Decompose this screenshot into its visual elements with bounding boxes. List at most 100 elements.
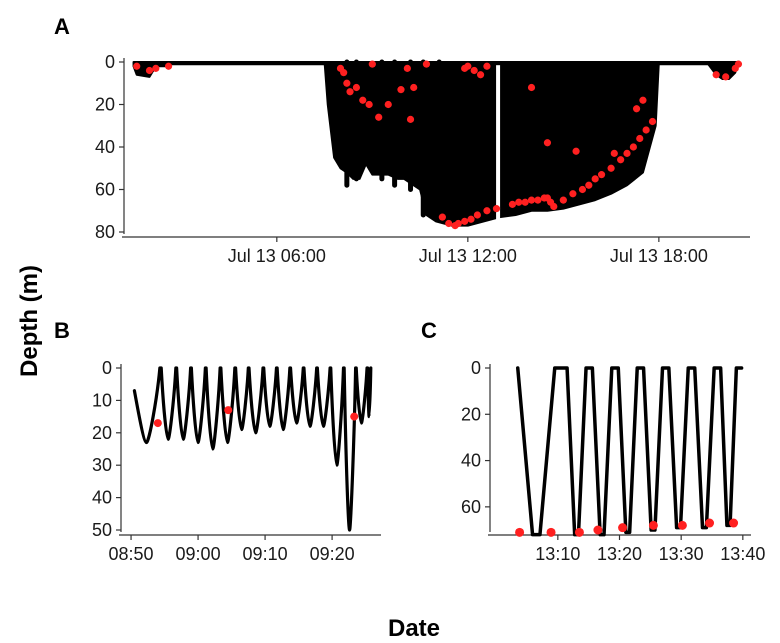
panel-b-point <box>224 406 233 415</box>
panel-c-x-tick-label: 13:40 <box>720 544 765 564</box>
panel-a-point <box>483 62 491 70</box>
panel-a-point <box>515 198 523 206</box>
panel-b-x-tick-label: 08:50 <box>109 544 154 564</box>
panel-b-y-tick-label: 20 <box>92 423 112 443</box>
panel-a-point <box>521 198 529 206</box>
panel-a-point <box>617 156 625 164</box>
panel-a-point <box>410 83 418 92</box>
panel-a-point <box>476 71 485 79</box>
panel-c-y-tick-label: 0 <box>471 358 481 378</box>
panel-a-point <box>559 196 567 204</box>
panel-a-point <box>384 100 392 109</box>
y-axis-title: Depth (m) <box>16 265 43 377</box>
panel-a-point <box>578 185 587 194</box>
panel-a-point <box>648 117 657 126</box>
panel-a-point <box>445 219 453 228</box>
panel-a-point <box>422 60 431 68</box>
panel-c-point <box>729 518 739 528</box>
panel-a-point <box>508 200 517 208</box>
panel-b-y-tick-label: 0 <box>102 358 112 378</box>
panel-a-point <box>534 196 542 204</box>
panel-b-depth-trace <box>132 366 373 532</box>
panel-c-point <box>618 523 628 533</box>
panel-a-point <box>470 66 478 75</box>
panel-b-point <box>350 412 359 421</box>
panel-a-point <box>152 64 160 72</box>
panel-b-y-tick-label: 10 <box>92 390 112 410</box>
panel-c-x-tick-label: 13:10 <box>535 544 580 564</box>
panel-a-point <box>636 134 644 143</box>
panel-c-point <box>515 527 525 537</box>
panel-a-point <box>375 113 383 121</box>
panel-c-x-tick-label: 13:30 <box>659 544 704 564</box>
panel-a-point <box>406 115 415 123</box>
panel-a-point <box>133 62 141 70</box>
panel-a-point <box>467 215 475 223</box>
panel-a-point <box>607 164 615 172</box>
panel-c-y-tick-label: 60 <box>461 497 481 517</box>
panel-c-point <box>574 527 584 537</box>
panel-a-point <box>623 149 631 157</box>
panel-a-point <box>591 175 599 183</box>
panel-a-point <box>585 181 593 189</box>
panel-a-data-gap <box>496 65 501 222</box>
panel-a-point <box>569 190 577 198</box>
panel-a-x-tick-label: Jul 13 12:00 <box>419 246 517 266</box>
panel-a-point <box>464 62 472 70</box>
panel-letter-b: B <box>54 318 70 343</box>
panel-c-point <box>648 520 658 530</box>
panel-b-point <box>153 419 162 428</box>
panel-c-y-tick-label: 40 <box>461 451 481 471</box>
panel-a-point <box>550 202 558 211</box>
panel-c-point <box>593 525 603 535</box>
panel-a-point <box>572 147 580 155</box>
panel-letter-a: A <box>54 14 70 39</box>
panel-a-point <box>527 83 536 92</box>
panel-b-x-tick-label: 09:20 <box>310 544 355 564</box>
panel-c-point <box>546 527 556 537</box>
panel-a-point <box>352 83 361 92</box>
panel-a-point <box>346 88 354 96</box>
panel-a-y-tick-label: 60 <box>95 180 115 200</box>
panel-a-point <box>359 96 367 104</box>
panel-b-y-tick-label: 50 <box>92 520 112 540</box>
panel-a-point <box>164 62 173 70</box>
panel-a-point <box>365 100 373 109</box>
panel-a-x-tick-label: Jul 13 18:00 <box>610 246 708 266</box>
panel-a-point <box>454 219 462 228</box>
panel-a-y-tick-label: 40 <box>95 137 115 157</box>
panel-letter-c: C <box>421 318 437 343</box>
panel-b-plot: 0 10 20 30 40 50 08:50 09:00 09:10 09:20 <box>92 358 381 564</box>
panel-c-x-tick-label: 13:20 <box>597 544 642 564</box>
panel-a-point <box>403 64 411 72</box>
panel-b-y-tick-label: 40 <box>92 488 112 508</box>
panel-a-point <box>632 105 641 113</box>
x-axis-title: Date <box>388 615 440 642</box>
panel-c-point <box>677 520 687 530</box>
panel-a-point <box>473 211 481 219</box>
panel-a-point <box>483 207 491 215</box>
panel-a-point <box>543 139 552 147</box>
panel-c-point <box>705 518 715 528</box>
panel-a-point <box>610 149 618 157</box>
panel-a-point <box>722 73 730 81</box>
panel-c-depth-trace <box>516 366 744 537</box>
panel-a-point <box>712 71 720 79</box>
panel-a-y-tick-label: 20 <box>95 95 115 115</box>
panel-b-x-tick-label: 09:10 <box>243 544 288 564</box>
panel-a-point <box>492 205 501 213</box>
panel-a-x-tick-label: Jul 13 06:00 <box>228 246 326 266</box>
panel-b-x-tick-label: 09:00 <box>176 544 221 564</box>
panel-a-point <box>639 96 647 104</box>
panel-b-y-tick-label: 30 <box>92 455 112 475</box>
panel-a-point <box>734 60 743 68</box>
panel-a-point <box>527 196 536 204</box>
panel-a-point <box>343 79 351 87</box>
panel-a-point <box>397 86 405 94</box>
panel-a-y-tick-label: 0 <box>105 52 115 72</box>
panel-a-y-tick-label: 80 <box>95 222 115 242</box>
panel-a-point <box>597 171 606 179</box>
panel-a-point <box>461 217 469 225</box>
panel-a-point <box>368 60 376 68</box>
